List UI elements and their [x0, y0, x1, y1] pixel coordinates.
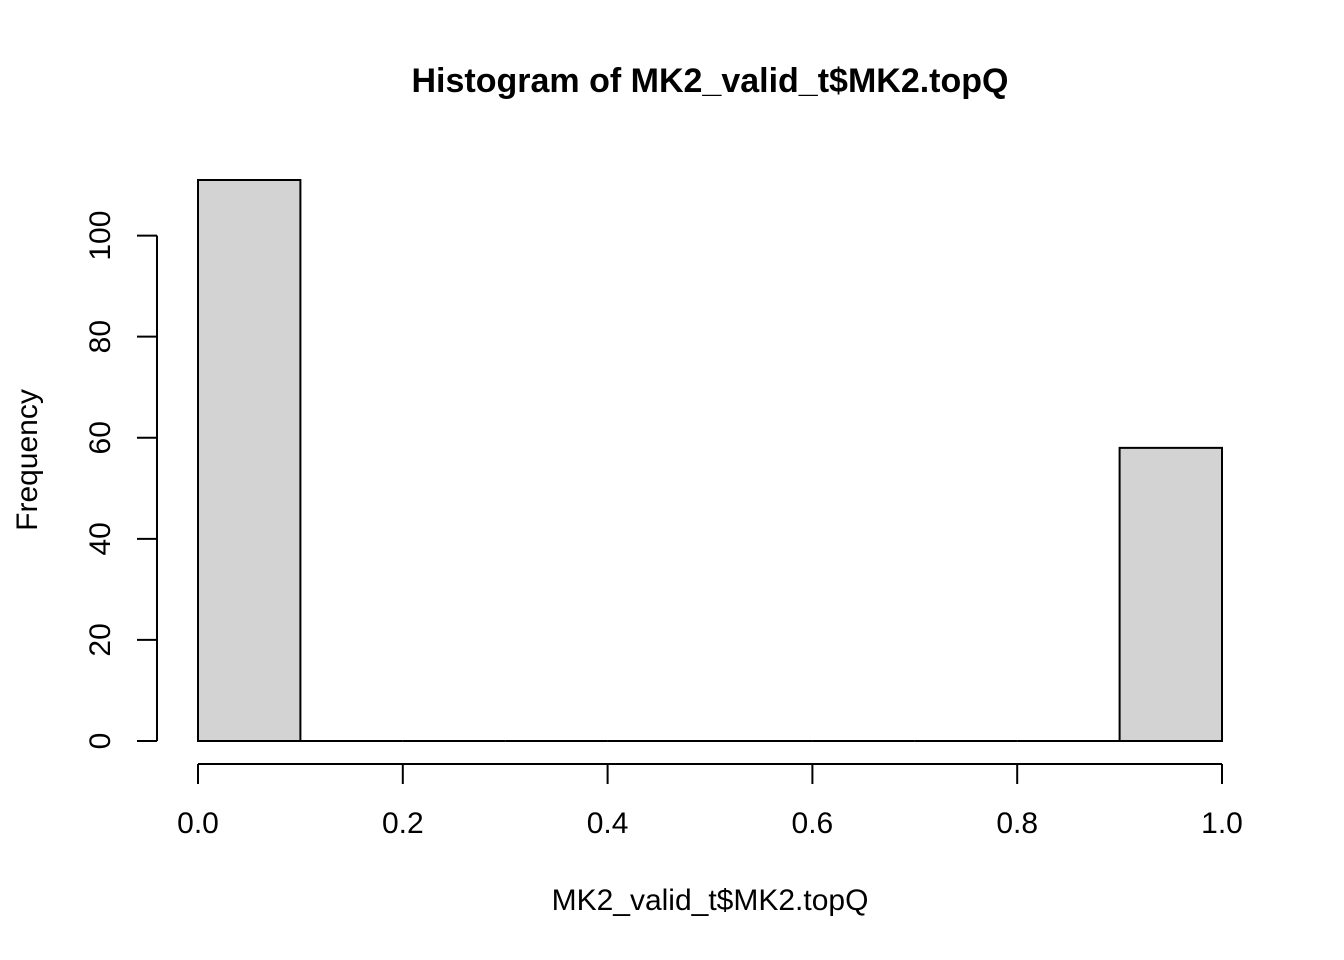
x-tick-label: 0.2	[382, 807, 424, 840]
x-tick-label: 0.6	[792, 807, 834, 840]
x-axis: 0.0 0.2 0.4 0.6 0.8 1.0	[177, 763, 1243, 840]
y-tick-label: 0	[84, 733, 117, 750]
x-tick-label: 0.8	[996, 807, 1038, 840]
y-tick-label: 100	[84, 211, 117, 261]
x-tick-label: 1.0	[1201, 807, 1243, 840]
y-tick-label: 40	[84, 522, 117, 555]
y-tick-label: 80	[84, 320, 117, 353]
chart-title: Histogram of MK2_valid_t$MK2.topQ	[412, 62, 1009, 100]
x-tick-label: 0.4	[587, 807, 629, 840]
y-axis: 0 20 40 60 80 100	[84, 211, 158, 750]
x-axis-label: MK2_valid_t$MK2.topQ	[552, 884, 869, 917]
histogram-bars	[197, 179, 1223, 742]
y-tick-label: 60	[84, 421, 117, 454]
histogram-bar	[197, 179, 302, 742]
y-tick-label: 20	[84, 623, 117, 656]
y-axis-label: Frequency	[11, 389, 44, 531]
x-tick-label: 0.0	[177, 807, 219, 840]
histogram-bar	[1118, 446, 1223, 742]
